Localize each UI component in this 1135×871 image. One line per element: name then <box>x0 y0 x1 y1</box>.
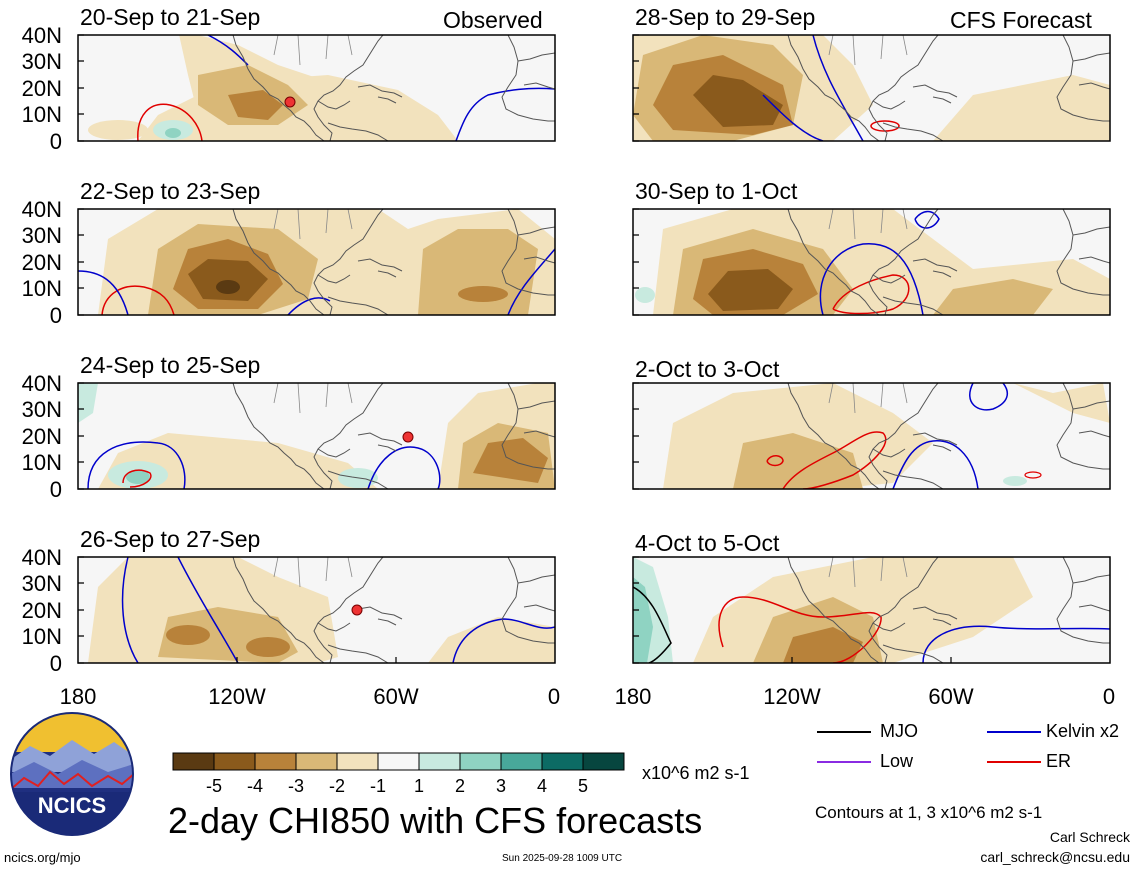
map-panel-3 <box>77 382 556 490</box>
colorbar-tick-label: -5 <box>206 776 222 796</box>
ytick-0: 0 <box>49 477 62 502</box>
xtick-120w: 120W <box>763 684 821 709</box>
observed-label: Observed <box>443 7 543 33</box>
legend-er-label: ER <box>1046 751 1072 771</box>
author: Carl Schreck <box>1049 829 1130 845</box>
map-panel-1 <box>77 34 556 142</box>
map-panel-6 <box>632 208 1111 316</box>
ytick-0: 0 <box>49 303 62 328</box>
legend-kelvin-label: Kelvin x2 <box>1046 721 1120 741</box>
main-title: 2-day CHI850 with CFS forecasts <box>168 800 703 841</box>
legend-low-label: Low <box>880 751 914 771</box>
colorbar-swatches <box>172 752 625 771</box>
panel-6-title: 30-Sep to 1-Oct <box>635 178 798 204</box>
colorbar-swatch <box>582 752 625 771</box>
ytick-40n: 40N <box>21 197 62 222</box>
ytick-10n: 10N <box>21 102 62 127</box>
colorbar-labels: -5 -4 -3 -2 -1 1 2 3 4 5 <box>206 776 588 796</box>
map-panel-4 <box>77 556 556 664</box>
source-url[interactable]: ncics.org/mjo <box>4 850 81 865</box>
panel-5-title: 28-Sep to 29-Sep <box>635 4 816 30</box>
xtick-60w: 60W <box>928 684 974 709</box>
ytick-20n: 20N <box>21 76 62 101</box>
xtick-60w: 60W <box>373 684 419 709</box>
ytick-20n: 20N <box>21 250 62 275</box>
ytick-10n: 10N <box>21 450 62 475</box>
logo-text: NCICS <box>38 793 106 818</box>
timestamp: Sun 2025-09-28 1009 UTC <box>502 853 623 864</box>
ytick-30n: 30N <box>21 49 62 74</box>
colorbar-tick-label: 3 <box>496 776 506 796</box>
colorbar: -5 -4 -3 -2 -1 1 2 3 4 5 <box>172 752 625 796</box>
panel-2-title: 22-Sep to 23-Sep <box>80 178 261 204</box>
colorbar-swatch <box>213 752 256 771</box>
ytick-20n: 20N <box>21 598 62 623</box>
colorbar-swatch <box>172 752 215 771</box>
xtick-120w: 120W <box>208 684 266 709</box>
colorbar-tick-label: 2 <box>455 776 465 796</box>
axis-ticks <box>78 34 952 664</box>
colorbar-swatch <box>336 752 379 771</box>
colorbar-swatch <box>377 752 420 771</box>
cfs-forecast-label: CFS Forecast <box>950 7 1092 33</box>
colorbar-tick-label: -1 <box>370 776 386 796</box>
colorbar-swatch <box>459 752 502 771</box>
ytick-0: 0 <box>49 129 62 154</box>
ytick-40n: 40N <box>21 23 62 48</box>
ytick-30n: 30N <box>21 397 62 422</box>
legend-lines <box>817 731 1041 763</box>
colorbar-swatch <box>254 752 297 771</box>
panel-4-title: 26-Sep to 27-Sep <box>80 526 261 552</box>
panel-7-title: 2-Oct to 3-Oct <box>635 356 780 382</box>
xtick-0: 0 <box>1102 684 1116 709</box>
ytick-40n: 40N <box>21 545 62 570</box>
ncics-logo: NCICS <box>10 712 134 836</box>
ytick-10n: 10N <box>21 276 62 301</box>
ytick-20n: 20N <box>21 424 62 449</box>
colorbar-swatch <box>500 752 543 771</box>
colorbar-swatch <box>295 752 338 771</box>
map-panel-8 <box>632 556 1111 664</box>
colorbar-tick-label: 4 <box>537 776 547 796</box>
ytick-0: 0 <box>49 651 62 676</box>
ytick-30n: 30N <box>21 571 62 596</box>
colorbar-swatch <box>418 752 461 771</box>
legend-mjo-label: MJO <box>880 721 918 741</box>
map-panel-2 <box>77 208 556 316</box>
panel-3-title: 24-Sep to 25-Sep <box>80 352 261 378</box>
colorbar-tick-label: -4 <box>247 776 263 796</box>
contours-note: Contours at 1, 3 x10^6 m2 s-1 <box>815 803 1043 822</box>
map-panel-5 <box>632 34 1111 142</box>
colorbar-swatch <box>541 752 584 771</box>
colorbar-tick-label: -3 <box>288 776 304 796</box>
colorbar-tick-label: -2 <box>329 776 345 796</box>
xtick-180: 180 <box>59 684 97 709</box>
author-email[interactable]: carl_schreck@ncsu.edu <box>980 849 1130 865</box>
maps-canvas <box>77 34 1111 664</box>
xtick-180: 180 <box>614 684 652 709</box>
map-panel-7 <box>632 382 1111 490</box>
ytick-10n: 10N <box>21 624 62 649</box>
panel-8-title: 4-Oct to 5-Oct <box>635 530 780 556</box>
colorbar-tick-label: 5 <box>578 776 588 796</box>
colorbar-units: x10^6 m2 s-1 <box>642 763 750 783</box>
panel-1-title: 20-Sep to 21-Sep <box>80 4 261 30</box>
colorbar-tick-label: 1 <box>414 776 424 796</box>
ytick-30n: 30N <box>21 223 62 248</box>
ytick-40n: 40N <box>21 371 62 396</box>
xtick-0: 0 <box>547 684 561 709</box>
